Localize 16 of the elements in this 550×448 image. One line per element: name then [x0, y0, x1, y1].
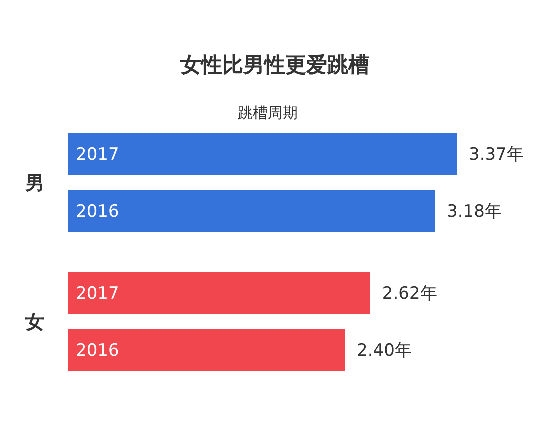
series-label: 男: [24, 172, 44, 194]
data-label: 2.62年: [382, 284, 438, 304]
data-label: 3.18年: [447, 202, 502, 222]
bar: [68, 190, 436, 232]
y-tick-label: 2016: [76, 202, 120, 222]
bar: [68, 272, 370, 314]
data-label: 2.40年: [357, 341, 412, 361]
bar: [68, 329, 346, 371]
bar: [68, 133, 457, 175]
data-label: 3.37年: [469, 145, 524, 165]
y-tick-label: 2017: [76, 284, 120, 304]
chart-title: 女性比男性更爱跳槽: [180, 53, 370, 77]
series-label: 女: [24, 312, 44, 334]
chart-subtitle: 跳槽周期: [238, 104, 298, 122]
y-tick-label: 2016: [76, 341, 120, 361]
y-tick-label: 2017: [76, 145, 120, 165]
